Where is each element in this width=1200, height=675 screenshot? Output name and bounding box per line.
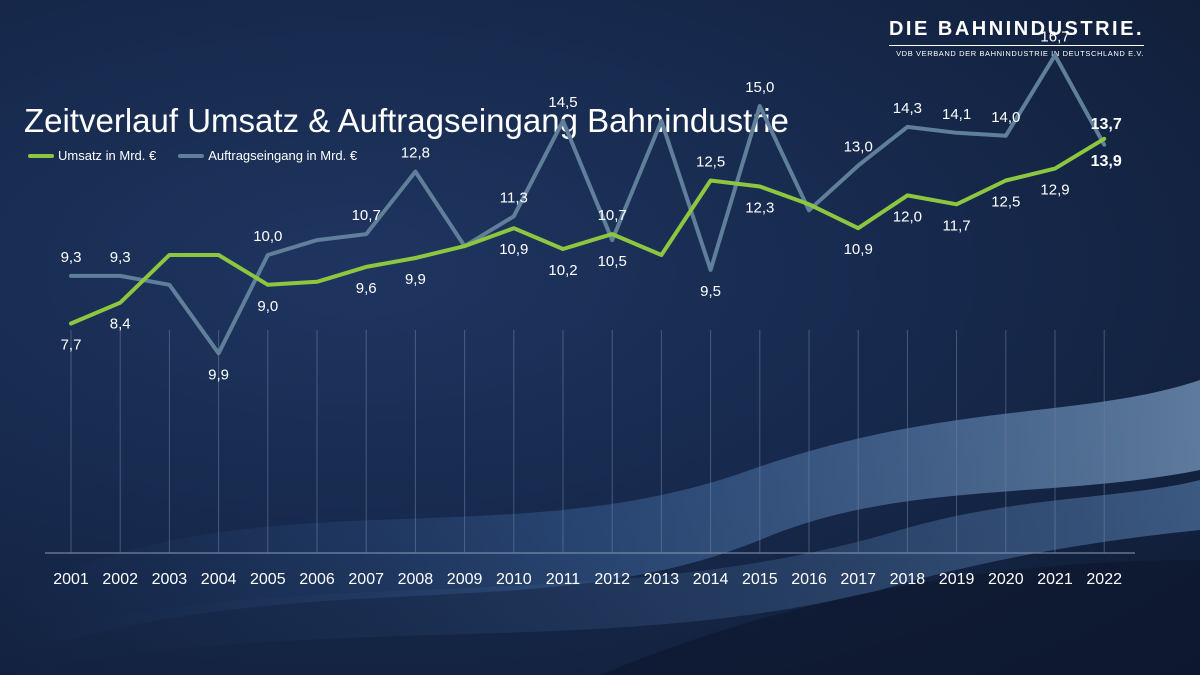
x-tick-label-2012: 2012 <box>594 571 630 588</box>
data-label-auftragseingang-2017: 13,0 <box>844 139 873 156</box>
x-tick-label-2011: 2011 <box>546 571 581 588</box>
legend-swatch-umsatz <box>28 153 54 158</box>
data-label-umsatz-2002: 8,4 <box>110 316 131 333</box>
x-tick-label-2007: 2007 <box>348 571 384 588</box>
x-tick-label-2016: 2016 <box>791 571 827 588</box>
x-tick-label-2001: 2001 <box>53 571 89 588</box>
x-tick-label-2010: 2010 <box>496 571 532 588</box>
legend-entry-umsatz: Umsatz in Mrd. € <box>28 148 156 163</box>
x-tick-label-2017: 2017 <box>840 571 876 588</box>
data-label-auftragseingang-2022: 13,7 <box>1091 116 1122 133</box>
series-line-umsatz <box>69 136 1107 326</box>
logo: DIE BAHNINDUSTRIE. VDB VERBAND DER BAHNI… <box>888 18 1144 58</box>
x-tick-label-2015: 2015 <box>742 571 778 588</box>
data-label-auftragseingang-2018: 14,3 <box>893 100 922 117</box>
x-tick-label-2002: 2002 <box>102 571 138 588</box>
legend-label-umsatz: Umsatz in Mrd. € <box>58 148 157 163</box>
data-label-umsatz-2007: 9,6 <box>356 280 377 297</box>
data-label-umsatz-2020: 12,5 <box>991 194 1020 211</box>
data-label-umsatz-2019: 11,7 <box>943 217 971 234</box>
data-label-umsatz-2012: 10,7 <box>598 207 627 224</box>
x-tick-label-2022: 2022 <box>1086 571 1122 588</box>
legend-entry-auftragseingang: Auftragseingang in Mrd. € <box>178 148 357 163</box>
data-label-auftragseingang-2020: 14,0 <box>991 109 1020 126</box>
x-tick-label-2019: 2019 <box>939 571 975 588</box>
data-label-umsatz-2014: 12,5 <box>696 154 725 171</box>
legend: Umsatz in Mrd. € Auftragseingang in Mrd.… <box>28 148 379 163</box>
data-label-auftragseingang-2007: 10,7 <box>352 207 381 224</box>
x-tick-label-2006: 2006 <box>299 571 335 588</box>
x-tick-label-2013: 2013 <box>644 571 680 588</box>
data-label-umsatz-2001: 7,7 <box>61 337 82 354</box>
legend-swatch-auftragseingang <box>178 153 205 158</box>
data-label-umsatz-2011: 10,2 <box>548 262 577 279</box>
data-label-umsatz-2005: 9,0 <box>257 298 278 315</box>
x-tick-label-2021: 2021 <box>1037 571 1073 588</box>
x-tick-label-2018: 2018 <box>890 571 926 588</box>
data-label-auftragseingang-2010: 11,3 <box>500 189 528 206</box>
series-line-auftragseingang <box>69 53 1107 356</box>
data-label-auftragseingang-2015: 15,0 <box>745 79 774 96</box>
data-label-umsatz-2015: 12,3 <box>745 199 774 216</box>
data-label-auftragseingang-2001: 9,3 <box>61 249 82 266</box>
x-tick-label-2014: 2014 <box>693 571 729 588</box>
data-label-umsatz-2018: 12,0 <box>893 208 922 225</box>
data-label-auftragseingang-2019: 14,1 <box>942 106 971 123</box>
data-label-auftragseingang-2021: 16,7 <box>1040 28 1069 45</box>
data-label-auftragseingang-2002: 9,3 <box>110 249 131 266</box>
x-tick-label-2005: 2005 <box>250 571 286 588</box>
data-label-auftragseingang-2011: 14,5 <box>548 94 577 111</box>
data-label-umsatz-2010: 10,9 <box>499 241 528 258</box>
legend-label-auftragseingang: Auftragseingang in Mrd. € <box>208 148 358 163</box>
x-tick-label-2009: 2009 <box>447 571 483 588</box>
data-label-auftragseingang-2008: 12,8 <box>401 145 430 162</box>
data-label-auftragseingang-2014: 9,5 <box>700 283 721 300</box>
x-tick-label-2004: 2004 <box>201 571 237 588</box>
x-tick-label-2003: 2003 <box>152 571 188 588</box>
data-label-umsatz-2021: 12,9 <box>1040 182 1069 199</box>
data-label-auftragseingang-2012: 10,5 <box>598 253 627 270</box>
data-label-umsatz-2008: 9,9 <box>405 271 426 288</box>
logo-wordmark: DIE BAHNINDUSTRIE. <box>888 18 1144 40</box>
x-tick-label-2008: 2008 <box>398 571 434 588</box>
data-label-auftragseingang-2005: 10,0 <box>253 228 282 245</box>
data-label-umsatz-2022: 13,9 <box>1091 153 1122 170</box>
data-label-umsatz-2017: 10,9 <box>844 241 873 258</box>
data-label-auftragseingang-2004: 9,9 <box>208 366 229 383</box>
logo-subtitle: VDB VERBAND DER BAHNINDUSTRIE IN DEUTSCH… <box>888 45 1144 58</box>
x-tick-label-2020: 2020 <box>988 571 1024 588</box>
